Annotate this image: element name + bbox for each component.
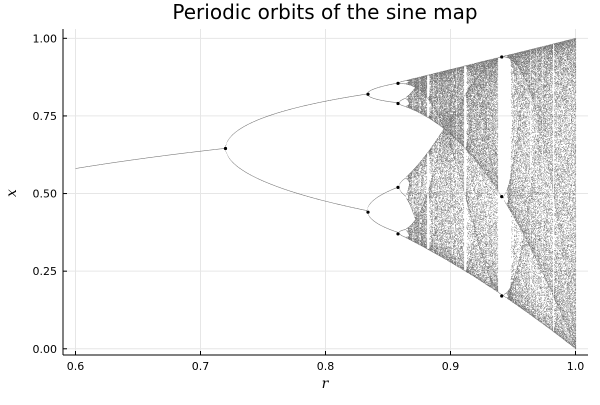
- data-points: [75, 38, 577, 350]
- x-tick-label: 1.0: [567, 360, 585, 373]
- y-tick-label: 0.50: [33, 188, 58, 201]
- bifurcation-point: [396, 185, 400, 189]
- x-tick-label: 0.6: [67, 360, 85, 373]
- bifurcation-point: [396, 81, 400, 85]
- y-axis-label: x: [4, 189, 20, 197]
- bifurcation-point: [366, 92, 370, 96]
- x-tick-label: 0.7: [192, 360, 210, 373]
- y-tick-label: 0.25: [33, 265, 58, 278]
- grid: [63, 29, 588, 355]
- chart-title: Periodic orbits of the sine map: [172, 0, 477, 24]
- x-tick-label: 0.9: [442, 360, 460, 373]
- bifurcation-point: [223, 146, 228, 151]
- x-axis-label: r: [322, 376, 330, 392]
- bifurcation-point: [500, 195, 504, 199]
- y-tick-label: 0.75: [33, 110, 58, 123]
- bifurcation-point: [500, 55, 504, 59]
- y-tick-label: 1.00: [33, 32, 58, 45]
- y-tick-label: 0.00: [33, 343, 58, 356]
- x-tick-label: 0.8: [317, 360, 335, 373]
- bifurcation-point: [500, 294, 504, 298]
- bifurcation-point: [396, 232, 400, 236]
- orbit-points: [75, 38, 577, 350]
- bifurcation-point: [396, 101, 400, 106]
- bifurcation-point: [366, 210, 370, 214]
- ticks: 0.6 0.7 0.8 0.9 1.0 0.00 0.25 0.50 0.75 1.00: [33, 32, 585, 373]
